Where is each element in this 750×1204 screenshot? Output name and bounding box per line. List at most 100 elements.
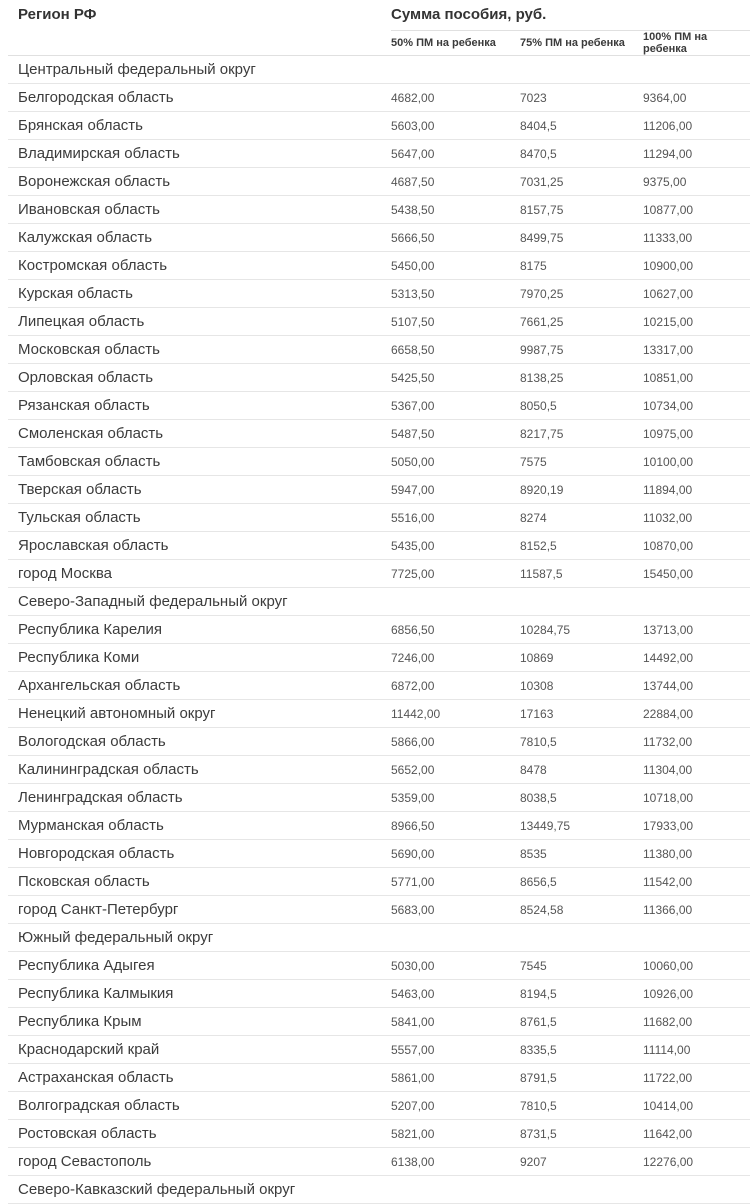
value-50pm: 5861,00 <box>391 1063 520 1092</box>
value-100pm: 11304,00 <box>643 755 750 784</box>
empty-subheader-cell <box>8 30 391 56</box>
value-75pm: 10284,75 <box>520 615 643 644</box>
value-50pm: 6138,00 <box>391 1147 520 1176</box>
region-name: город Севастополь <box>8 1147 391 1176</box>
value-100pm: 10100,00 <box>643 447 750 476</box>
value-100pm: 10627,00 <box>643 279 750 308</box>
value-50pm: 5450,00 <box>391 251 520 280</box>
section-header-row: Центральный федеральный округ <box>8 56 750 84</box>
value-75pm: 8499,75 <box>520 223 643 252</box>
table-row: Ненецкий автономный округ 11442,00 17163 22… <box>8 699 750 728</box>
value-100pm: 11114,00 <box>643 1035 750 1064</box>
region-name: Новгородская область <box>8 839 391 868</box>
region-name: Астраханская область <box>8 1063 391 1092</box>
section-title: Южный федеральный округ <box>8 923 750 952</box>
value-100pm: 22884,00 <box>643 699 750 728</box>
value-50pm: 5438,50 <box>391 195 520 224</box>
value-100pm: 10975,00 <box>643 419 750 448</box>
value-75pm: 8194,5 <box>520 979 643 1008</box>
table-header: Регион РФ Сумма пособия, руб. 50% ПМ на … <box>8 0 750 56</box>
value-50pm: 5652,00 <box>391 755 520 784</box>
region-name: город Москва <box>8 559 391 588</box>
region-name: Республика Калмыкия <box>8 979 391 1008</box>
table-row: Брянская область 5603,00 8404,5 11206,00 <box>8 111 750 140</box>
region-name: Белгородская область <box>8 83 391 112</box>
table-row: Псковская область 5771,00 8656,5 11542,00 <box>8 867 750 896</box>
value-75pm: 7031,25 <box>520 167 643 196</box>
value-50pm: 5425,50 <box>391 363 520 392</box>
value-75pm: 8152,5 <box>520 531 643 560</box>
region-name: Архангельская область <box>8 671 391 700</box>
value-75pm: 8761,5 <box>520 1007 643 1036</box>
value-75pm: 8731,5 <box>520 1119 643 1148</box>
region-name: Московская область <box>8 335 391 364</box>
value-50pm: 5841,00 <box>391 1007 520 1036</box>
value-75pm: 8920,19 <box>520 475 643 504</box>
table-row: Новгородская область 5690,00 8535 11380,00 <box>8 839 750 868</box>
table-row: Астраханская область 5861,00 8791,5 11722,0… <box>8 1063 750 1092</box>
value-100pm: 15450,00 <box>643 559 750 588</box>
region-name: Республика Крым <box>8 1007 391 1036</box>
table-row: Ленинградская область 5359,00 8038,5 10718,… <box>8 783 750 812</box>
table-row: Тульская область 5516,00 8274 11032,00 <box>8 503 750 532</box>
value-100pm: 11642,00 <box>643 1119 750 1148</box>
region-column-header: Регион РФ <box>18 6 97 23</box>
value-100pm: 13317,00 <box>643 335 750 364</box>
value-100pm: 11333,00 <box>643 223 750 252</box>
table-row: Тамбовская область 5050,00 7575 10100,00 <box>8 447 750 476</box>
value-100pm: 11682,00 <box>643 1007 750 1036</box>
value-100pm: 11722,00 <box>643 1063 750 1092</box>
value-100pm: 10060,00 <box>643 951 750 980</box>
value-75pm: 7810,5 <box>520 1091 643 1120</box>
value-50pm: 6658,50 <box>391 335 520 364</box>
value-50pm: 5050,00 <box>391 447 520 476</box>
value-50pm: 5463,00 <box>391 979 520 1008</box>
region-name: Воронежская область <box>8 167 391 196</box>
section-title: Северо-Западный федеральный округ <box>8 587 750 616</box>
value-100pm: 10851,00 <box>643 363 750 392</box>
table-row: город Севастополь 6138,00 9207 12276,00 <box>8 1147 750 1176</box>
table-row: Республика Карелия 6856,50 10284,75 13713,0… <box>8 615 750 644</box>
region-name: Тульская область <box>8 503 391 532</box>
value-50pm: 5683,00 <box>391 895 520 924</box>
region-name: Ненецкий автономный округ <box>8 699 391 728</box>
value-100pm: 11294,00 <box>643 139 750 168</box>
table-row: Курская область 5313,50 7970,25 10627,00 <box>8 279 750 308</box>
value-100pm: 13713,00 <box>643 615 750 644</box>
table-body: Центральный федеральный округ Белгородска… <box>8 56 750 1204</box>
value-100pm: 12276,00 <box>643 1147 750 1176</box>
value-100pm: 11894,00 <box>643 475 750 504</box>
value-50pm: 5666,50 <box>391 223 520 252</box>
value-75pm: 8335,5 <box>520 1035 643 1064</box>
value-100pm: 11380,00 <box>643 839 750 868</box>
table-row: Калужская область 5666,50 8499,75 11333,00 <box>8 223 750 252</box>
value-50pm: 7725,00 <box>391 559 520 588</box>
table-row: Смоленская область 5487,50 8217,75 10975,00 <box>8 419 750 448</box>
table-row: Республика Крым 5841,00 8761,5 11682,00 <box>8 1007 750 1036</box>
region-name: Курская область <box>8 279 391 308</box>
region-name: Смоленская область <box>8 419 391 448</box>
value-75pm: 8470,5 <box>520 139 643 168</box>
region-name: Калининградская область <box>8 755 391 784</box>
section-header-row: Южный федеральный округ <box>8 923 750 952</box>
value-50pm: 6872,00 <box>391 671 520 700</box>
subheader-100pm: 100% ПМ на ребенка <box>643 30 750 56</box>
value-50pm: 5866,00 <box>391 727 520 756</box>
table-row: Ярославская область 5435,00 8152,5 10870,00 <box>8 531 750 560</box>
value-50pm: 5367,00 <box>391 391 520 420</box>
table-row: Республика Калмыкия 5463,00 8194,5 10926,00 <box>8 979 750 1008</box>
value-75pm: 8038,5 <box>520 783 643 812</box>
header-row-sub: 50% ПМ на ребенка 75% ПМ на ребенка 100%… <box>8 30 750 56</box>
value-75pm: 7810,5 <box>520 727 643 756</box>
value-100pm: 14492,00 <box>643 643 750 672</box>
value-75pm: 8217,75 <box>520 419 643 448</box>
value-75pm: 7970,25 <box>520 279 643 308</box>
table-row: Тверская область 5947,00 8920,19 11894,00 <box>8 475 750 504</box>
value-100pm: 11032,00 <box>643 503 750 532</box>
value-50pm: 5771,00 <box>391 867 520 896</box>
table-row: Липецкая область 5107,50 7661,25 10215,00 <box>8 307 750 336</box>
value-50pm: 5487,50 <box>391 419 520 448</box>
value-50pm: 5821,00 <box>391 1119 520 1148</box>
table-row: Орловская область 5425,50 8138,25 10851,00 <box>8 363 750 392</box>
